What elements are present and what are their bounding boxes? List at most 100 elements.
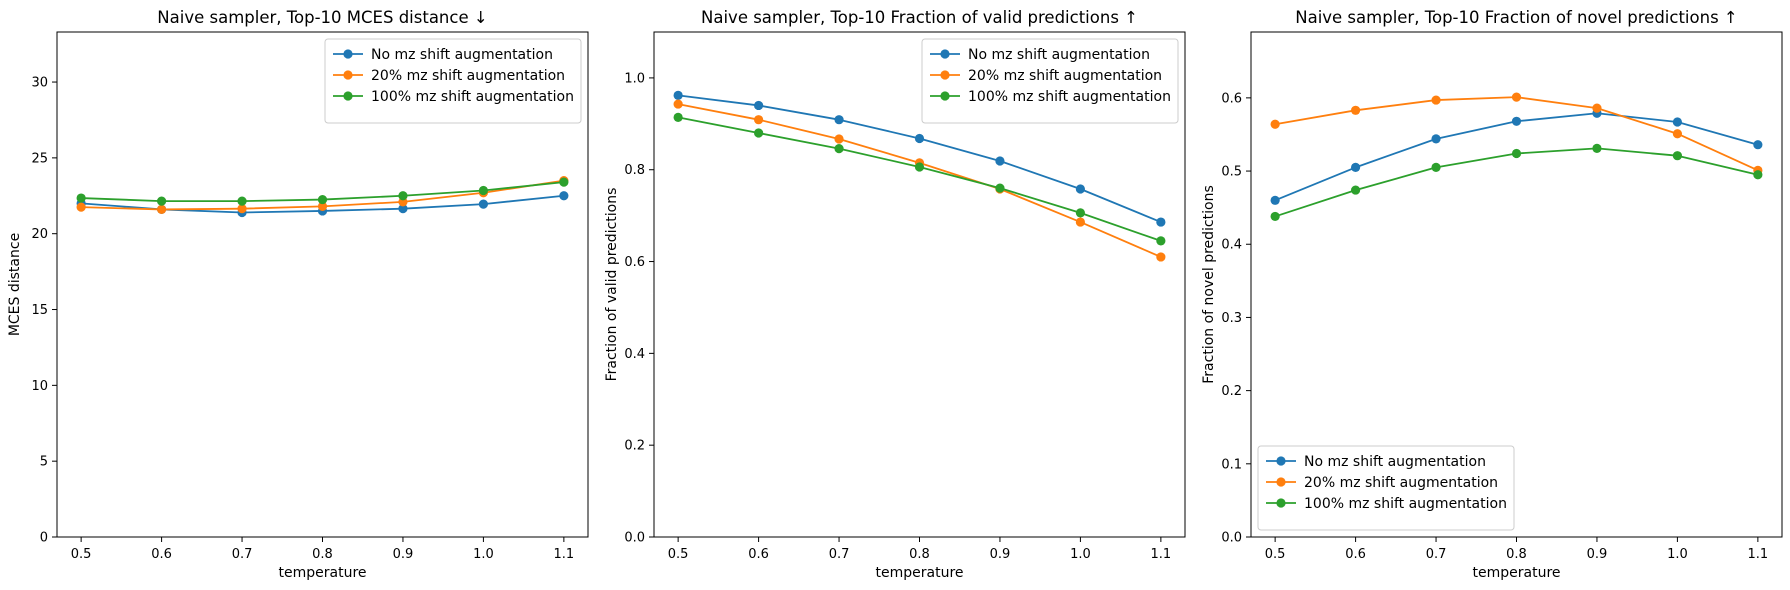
data-point — [1511, 92, 1522, 102]
y-axis-label: Fraction of valid predictions — [604, 188, 620, 382]
y-tick-label: 1.0 — [624, 71, 645, 86]
data-point — [1156, 217, 1166, 227]
data-point — [559, 191, 569, 201]
legend-marker — [1276, 477, 1286, 487]
series-line-2 — [677, 103, 1162, 258]
legend-marker — [343, 49, 353, 59]
y-tick-label: 0.6 — [1221, 91, 1242, 106]
data-point — [1156, 236, 1166, 246]
data-point — [1672, 129, 1683, 139]
legend-marker — [1276, 498, 1286, 508]
data-point — [559, 177, 569, 187]
legend-marker — [940, 70, 950, 80]
x-tick-label: 0.8 — [312, 547, 333, 562]
legend-label: No mz shift augmentation — [371, 47, 553, 63]
data-point — [76, 193, 86, 203]
x-tick-label: 0.6 — [1345, 547, 1366, 562]
data-point — [1753, 170, 1763, 180]
legend-marker — [343, 91, 353, 101]
axes-frame — [56, 31, 589, 538]
data-point — [76, 202, 86, 212]
data-point — [753, 100, 764, 111]
data-point — [1592, 143, 1602, 153]
y-tick-label: 5 — [40, 455, 48, 470]
data-point — [1431, 95, 1441, 105]
legend: No mz shift augmentation 20% mz shift aug… — [324, 38, 582, 124]
data-point — [1511, 148, 1522, 159]
x-tick-label: 1.1 — [1151, 547, 1172, 562]
legend-box — [324, 38, 582, 124]
data-point — [834, 134, 844, 144]
data-point — [317, 201, 328, 211]
y-tick-label: 0.0 — [624, 531, 645, 546]
x-tick-label: 0.9 — [1587, 547, 1608, 562]
legend-label: 100% mz shift augmentation — [968, 89, 1171, 105]
data-point — [1672, 117, 1683, 127]
chart-title: Naive sampler, Top-10 MCES distance ↓ — [157, 8, 487, 27]
legend-marker — [1276, 456, 1286, 466]
data-point — [1075, 217, 1086, 227]
y-tick-label: 0.0 — [1221, 531, 1242, 546]
data-point — [237, 204, 247, 214]
chart-panel-3: Naive sampler, Top-10 Fraction of novel … — [1201, 8, 1783, 581]
x-tick-label: 0.6 — [151, 547, 172, 562]
x-tick-label: 1.1 — [554, 547, 575, 562]
data-point — [1431, 162, 1441, 172]
data-point — [1350, 105, 1361, 115]
y-axis-label: MCES distance — [7, 233, 23, 336]
legend-label: 20% mz shift augmentation — [1304, 475, 1498, 491]
x-axis-label: temperature — [876, 565, 964, 581]
data-point — [1270, 119, 1280, 129]
y-tick-label: 0.4 — [1221, 238, 1242, 253]
data-point — [914, 162, 925, 172]
data-point — [478, 185, 489, 196]
data-point — [1511, 116, 1522, 126]
y-tick-label: 0.6 — [624, 255, 645, 270]
data-point — [237, 196, 247, 206]
legend-marker — [343, 70, 353, 80]
chart-panel-2: Naive sampler, Top-10 Fraction of valid … — [604, 8, 1186, 581]
data-point — [478, 199, 489, 209]
y-tick-label: 0.1 — [1221, 457, 1242, 472]
data-point — [1431, 134, 1441, 144]
chart-panel-1: Naive sampler, Top-10 MCES distance ↓ 0.5… — [7, 8, 589, 581]
x-tick-label: 1.0 — [1667, 547, 1688, 562]
data-point — [1350, 162, 1361, 172]
data-point — [1075, 208, 1086, 218]
x-tick-label: 1.0 — [473, 547, 494, 562]
legend-label: No mz shift augmentation — [1304, 454, 1486, 470]
x-tick-label: 1.0 — [1070, 547, 1091, 562]
legend-marker — [940, 49, 950, 59]
legend-label: 20% mz shift augmentation — [371, 68, 565, 84]
data-point — [1672, 151, 1683, 161]
chart-title: Naive sampler, Top-10 Fraction of novel … — [1295, 8, 1738, 27]
y-tick-label: 0.3 — [1221, 311, 1242, 326]
data-point — [995, 183, 1005, 193]
legend-label: 100% mz shift augmentation — [371, 89, 574, 105]
x-tick-label: 0.9 — [393, 547, 414, 562]
y-tick-label: 15 — [31, 303, 48, 318]
x-tick-label: 0.5 — [1265, 547, 1286, 562]
y-tick-label: 0.4 — [624, 347, 645, 362]
series-line-2 — [1274, 96, 1759, 172]
x-tick-label: 0.8 — [909, 547, 930, 562]
y-tick-label: 10 — [31, 379, 48, 394]
x-tick-label: 0.9 — [990, 547, 1011, 562]
x-tick-label: 1.1 — [1748, 547, 1769, 562]
data-point — [156, 204, 167, 215]
legend-marker — [940, 91, 950, 101]
data-point — [673, 99, 683, 109]
legend: No mz shift augmentation 20% mz shift aug… — [921, 38, 1179, 124]
y-tick-label: 0.8 — [624, 163, 645, 178]
x-tick-label: 0.8 — [1506, 547, 1527, 562]
data-point — [673, 90, 683, 100]
y-tick-label: 0 — [40, 531, 48, 546]
y-tick-label: 20 — [31, 227, 48, 242]
y-tick-label: 0.5 — [1221, 165, 1242, 180]
data-point — [1270, 211, 1280, 222]
data-point — [1350, 185, 1361, 195]
data-point — [753, 128, 764, 138]
legend-label: 20% mz shift augmentation — [968, 68, 1162, 84]
data-point — [1156, 252, 1166, 262]
